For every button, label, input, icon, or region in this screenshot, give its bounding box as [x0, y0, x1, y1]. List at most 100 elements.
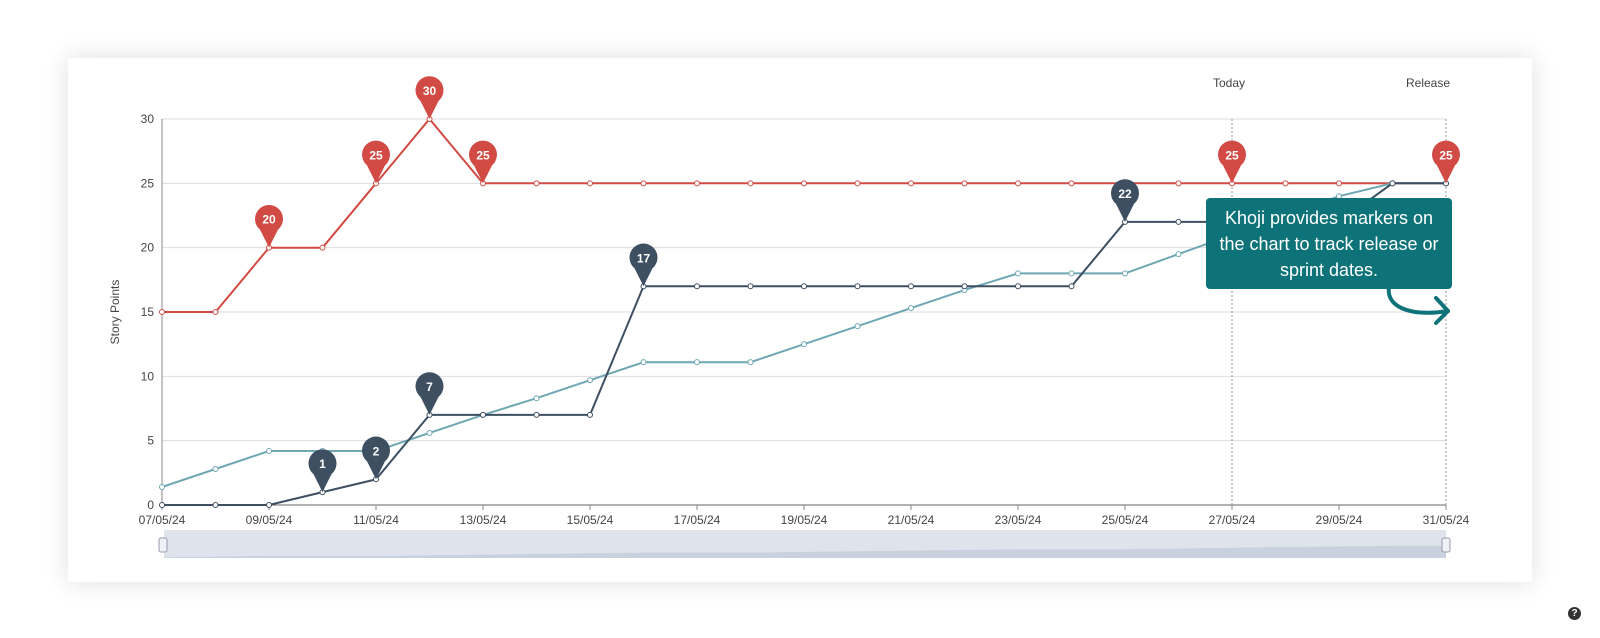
- data-point: [159, 483, 165, 490]
- y-tick-label: 5: [147, 434, 154, 448]
- marker-pin: [362, 436, 390, 480]
- x-tick-label: 17/05/24: [674, 513, 721, 527]
- marker-label: 20: [262, 213, 276, 227]
- data-point: [961, 180, 968, 187]
- x-tick-label: 27/05/24: [1209, 513, 1256, 527]
- y-axis-label: Story Points: [108, 280, 122, 345]
- marker-pin: [415, 372, 444, 415]
- data-point: [854, 180, 861, 187]
- data-point: [1175, 251, 1182, 258]
- data-point: [694, 180, 700, 187]
- data-point: [694, 359, 700, 366]
- data-point: [694, 283, 700, 290]
- callout-arrow-icon: [1386, 285, 1450, 325]
- data-point: [1068, 283, 1075, 290]
- data-point: [747, 283, 754, 290]
- data-point: [1175, 180, 1182, 187]
- callout-tooltip: Khoji provides markers on the chart to t…: [1206, 198, 1452, 289]
- x-tick-label: 23/05/24: [995, 513, 1042, 527]
- marker-pin: [629, 243, 658, 287]
- marker-pin: [308, 449, 337, 493]
- y-tick-label: 20: [141, 241, 155, 255]
- marker-pin: [1111, 179, 1139, 222]
- marker-label: 25: [1225, 148, 1239, 162]
- data-point: [533, 411, 540, 418]
- data-point: [854, 323, 861, 330]
- data-point: [1175, 218, 1182, 225]
- marker-pin: [362, 140, 390, 184]
- x-tick-label: 31/05/24: [1423, 513, 1470, 527]
- burnup-chart: 0 5 10 15 20 25 30 Story Points 07/05/24 09/05/24…: [108, 76, 1470, 558]
- x-tick-label: 13/05/24: [460, 513, 507, 527]
- data-point: [159, 502, 165, 508]
- marker-label: 2: [373, 444, 380, 458]
- data-point: [212, 502, 219, 508]
- data-point: [1015, 180, 1021, 187]
- marker-label: 1: [319, 457, 326, 471]
- data-point: [480, 411, 486, 418]
- data-point: [587, 411, 593, 418]
- x-tick-label: 09/05/24: [246, 513, 293, 527]
- data-point: [1068, 270, 1075, 277]
- data-point: [961, 283, 968, 290]
- marker-label: 22: [1118, 187, 1132, 201]
- data-point: [1068, 180, 1075, 187]
- navigator-left-handle[interactable]: [158, 537, 168, 553]
- data-point: [908, 283, 914, 290]
- x-tick-label: 11/05/24: [353, 513, 399, 527]
- chart-card: 0 5 10 15 20 25 30 Story Points 07/05/24 09/05/24…: [68, 58, 1581, 620]
- data-point: [159, 309, 165, 315]
- help-icon[interactable]: ?: [1568, 607, 1581, 620]
- data-point: [533, 180, 540, 187]
- data-point: [533, 395, 540, 402]
- data-point: [1336, 180, 1342, 187]
- data-point: [747, 180, 754, 187]
- data-point: [587, 377, 593, 384]
- data-point: [801, 180, 807, 187]
- data-point: [640, 180, 647, 187]
- x-tick-label: 25/05/24: [1102, 513, 1149, 527]
- reference-line-label: Today: [1213, 76, 1245, 90]
- marker-pin: [1432, 140, 1460, 184]
- data-point: [801, 283, 807, 290]
- data-point: [266, 502, 272, 508]
- marker-label: 7: [426, 380, 433, 394]
- data-point: [747, 359, 754, 366]
- x-tick-label: 19/05/24: [781, 513, 828, 527]
- data-point: [801, 341, 807, 348]
- data-point: [1015, 283, 1021, 290]
- y-tick-label: 0: [147, 498, 154, 512]
- reference-line-label: Release: [1406, 76, 1450, 90]
- data-point: [212, 309, 219, 315]
- navigator-series: [164, 545, 1446, 558]
- data-point: [640, 359, 647, 366]
- navigator-right-handle[interactable]: [1441, 537, 1451, 553]
- marker-label: 25: [369, 148, 383, 162]
- data-point: [1015, 270, 1021, 277]
- x-tick-label: 29/05/24: [1316, 513, 1363, 527]
- marker-label: 30: [423, 84, 437, 98]
- data-point: [212, 465, 219, 472]
- marker-pin: [415, 76, 444, 119]
- y-tick-label: 25: [141, 176, 155, 190]
- data-point: [1282, 180, 1289, 187]
- data-point: [908, 305, 914, 312]
- marker-pin: [255, 204, 283, 248]
- marker-label: 25: [1439, 148, 1453, 162]
- marker-pin: [469, 140, 497, 184]
- y-tick-label: 10: [141, 369, 155, 383]
- data-point: [587, 180, 593, 187]
- marker-label: 17: [637, 251, 651, 265]
- x-tick-label: 07/05/24: [139, 513, 186, 527]
- data-point: [266, 447, 272, 454]
- x-tick-label: 21/05/24: [888, 513, 935, 527]
- y-tick-label: 15: [141, 305, 155, 319]
- marker-label: 25: [476, 148, 490, 162]
- marker-pin: [1218, 140, 1246, 184]
- data-point: [1122, 270, 1128, 277]
- data-point: [319, 244, 326, 251]
- y-tick-label: 30: [141, 112, 155, 126]
- data-point: [1389, 180, 1396, 187]
- data-point: [426, 429, 433, 436]
- x-tick-label: 15/05/24: [567, 513, 614, 527]
